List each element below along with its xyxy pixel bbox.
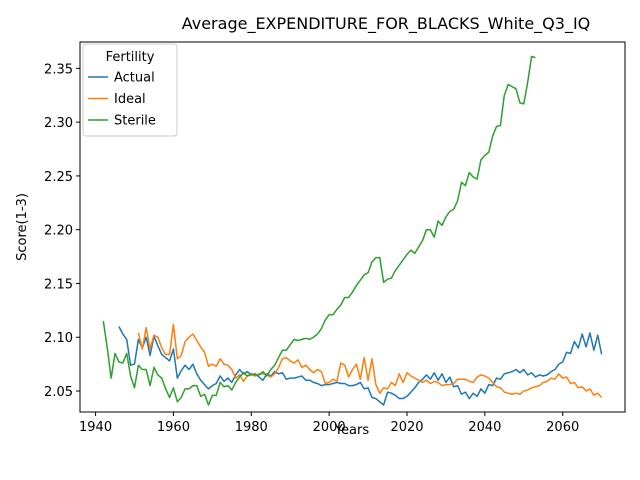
x-tick-label: 2000 bbox=[313, 420, 346, 435]
legend-label-ideal: Ideal bbox=[114, 92, 146, 107]
y-tick-label: 2.05 bbox=[44, 385, 73, 400]
y-tick-label: 2.10 bbox=[44, 331, 73, 346]
x-tick-label: 2040 bbox=[468, 420, 501, 435]
plot-area-frame bbox=[79, 41, 626, 413]
chart-title: Average_EXPENDITURE_FOR_BLACKS_White_Q3_… bbox=[182, 14, 591, 34]
legend-title: Fertility bbox=[106, 50, 155, 65]
series-layer bbox=[102, 55, 603, 406]
y-axis-title: Score(1-3) bbox=[15, 193, 30, 261]
series-line-ideal bbox=[137, 323, 603, 398]
legend: Fertility Actual Ideal Sterile bbox=[82, 43, 178, 137]
y-tick-label: 2.30 bbox=[44, 116, 73, 131]
series-line-actual bbox=[118, 326, 603, 406]
x-axis-title: Years bbox=[334, 423, 370, 438]
y-tick-label: 2.15 bbox=[44, 277, 73, 292]
y-axis-ticks: 2.05 2.10 2.15 2.20 2.25 2.30 2.35 bbox=[44, 62, 80, 400]
y-tick-label: 2.35 bbox=[44, 62, 73, 77]
y-tick-label: 2.20 bbox=[44, 224, 73, 239]
x-tick-label: 1980 bbox=[235, 420, 268, 435]
legend-items: Actual Ideal Sterile bbox=[88, 71, 156, 129]
y-tick-label: 2.25 bbox=[44, 170, 73, 185]
x-tick-label: 2060 bbox=[546, 420, 579, 435]
x-tick-label: 1940 bbox=[79, 420, 112, 435]
legend-label-actual: Actual bbox=[114, 71, 155, 86]
x-tick-label: 2020 bbox=[390, 420, 423, 435]
legend-label-sterile: Sterile bbox=[114, 114, 156, 129]
x-axis-ticks: 1940 1960 1980 2000 2020 2040 2060 bbox=[79, 412, 579, 435]
legend-box bbox=[82, 43, 178, 137]
series-line-sterile bbox=[102, 55, 536, 406]
x-tick-label: 1960 bbox=[157, 420, 190, 435]
